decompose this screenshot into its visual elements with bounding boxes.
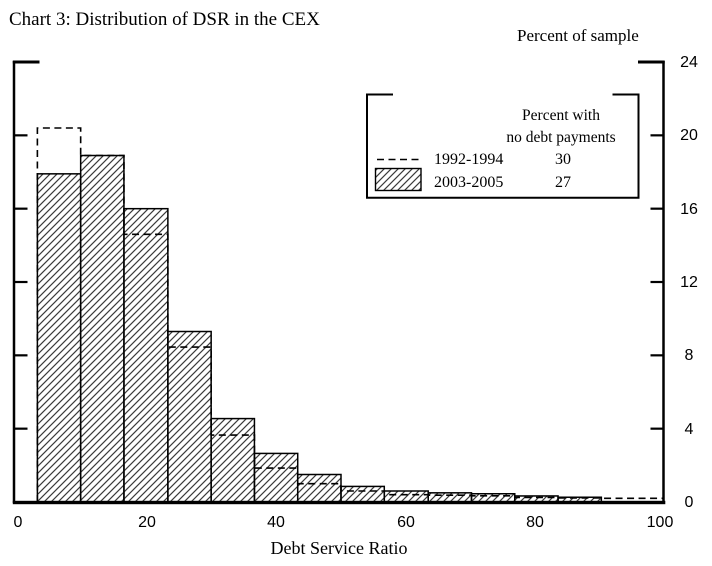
y-tick-label: 20 bbox=[680, 127, 698, 144]
legend-value-1992-1994: 30 bbox=[555, 151, 571, 168]
histogram-bar bbox=[36, 173, 82, 504]
histogram-bar bbox=[167, 330, 212, 504]
y-tick-label: 4 bbox=[684, 421, 694, 438]
legend-header-line2: no debt payments bbox=[506, 129, 616, 146]
chart-title: Chart 3: Distribution of DSR in the CEX bbox=[9, 9, 320, 30]
histogram-bar bbox=[296, 473, 342, 504]
histogram-bar bbox=[210, 417, 256, 504]
y-tick-label: 24 bbox=[680, 54, 698, 71]
x-tick-label: 100 bbox=[646, 514, 674, 531]
x-tick-label: 80 bbox=[526, 514, 544, 531]
legend-label-2003-2005: 2003-2005 bbox=[434, 174, 504, 191]
y-tick-label: 16 bbox=[680, 201, 698, 218]
histogram-bar bbox=[123, 207, 169, 504]
x-tick-label: 0 bbox=[13, 514, 23, 531]
y-tick-label: 0 bbox=[684, 494, 694, 511]
x-tick-label: 40 bbox=[267, 514, 285, 531]
histogram-bar bbox=[79, 154, 125, 504]
dashed-step-line bbox=[36, 127, 664, 502]
y-tick-label: 12 bbox=[680, 274, 698, 291]
histogram-bar bbox=[253, 452, 299, 504]
legend-hatch-swatch bbox=[374, 167, 422, 192]
x-axis-title: Debt Service Ratio bbox=[270, 538, 408, 558]
histogram-bar bbox=[340, 485, 386, 504]
right-axis-title: Percent of sample bbox=[517, 26, 639, 45]
y-tick-label: 8 bbox=[684, 347, 694, 364]
x-tick-label: 60 bbox=[397, 514, 415, 531]
legend-value-2003-2005: 27 bbox=[555, 174, 571, 191]
bottom-axis bbox=[12, 500, 666, 505]
x-tick-label: 20 bbox=[138, 514, 156, 531]
legend-label-1992-1994: 1992-1994 bbox=[434, 151, 504, 168]
legend-header-line1: Percent with bbox=[522, 107, 600, 124]
